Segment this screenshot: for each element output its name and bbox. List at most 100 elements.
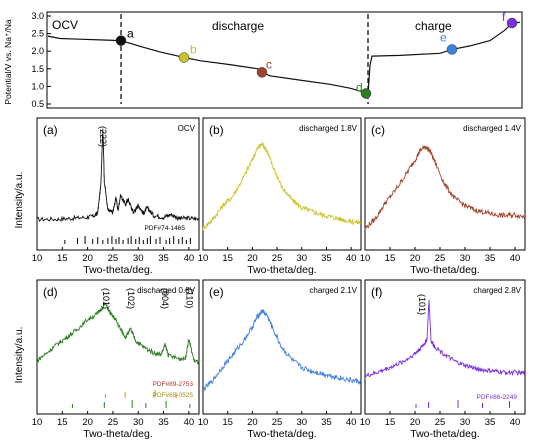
- panel-letter: (b): [209, 123, 224, 137]
- xlabel: Two-theta/deg.: [247, 264, 316, 276]
- ylabel-row2: Intensity/a.u.: [14, 327, 25, 384]
- xrd-panel-4: 10 15 20 25 30 35 40 Two-theta/deg. (e) charged 2…: [198, 279, 362, 440]
- discharge-label: discharge: [212, 19, 264, 33]
- potential-panel: Potential/V vs. Na⁺/Na 3.0 2.5 2.0 1.5 1.0 0.…: [3, 10, 523, 109]
- xtick-label: 40: [184, 417, 195, 428]
- state-marker-d: [360, 88, 372, 99]
- xrd-panel-3: 10 15 20 25 30 35 40 Two-theta/deg. (d) discharge…: [32, 279, 200, 440]
- xtick-label: 30: [133, 417, 144, 428]
- charge-label: charge: [415, 19, 452, 33]
- panel-frame: [364, 117, 526, 251]
- peak-label: (222): [98, 126, 108, 147]
- xtick-label: 15: [57, 417, 68, 428]
- reference-label: PDF#74-1465: [145, 225, 186, 232]
- xtick-label: 10: [360, 253, 371, 264]
- state-marker-e: [446, 44, 458, 55]
- peak-label: (102): [126, 288, 136, 309]
- panel-frame: [202, 279, 362, 415]
- xlabel: Two-theta/deg.: [410, 264, 479, 276]
- peak-label: (110): [184, 288, 194, 308]
- xtick-label: 20: [410, 253, 421, 264]
- panel-letter: (a): [43, 123, 58, 137]
- xrd-panels: 10 15 20 25 30 35 40 Two-theta/deg. (a) OCV 10 15 20…: [32, 117, 526, 440]
- xtick-label: 30: [460, 417, 471, 428]
- ocv-label: OCV: [52, 18, 78, 32]
- potential-yticks: 3.0 2.5 2.0 1.5 1.0 0.5: [31, 11, 51, 109]
- panel-letter: (c): [371, 123, 385, 137]
- state-markers: a b c d e f: [115, 10, 518, 99]
- state-annotation: OCV: [178, 124, 196, 133]
- xtick-label: 30: [296, 417, 307, 428]
- state-annotation: discharged 0.8V: [137, 286, 195, 295]
- xrd-curve: [202, 309, 362, 392]
- potential-frame: [46, 11, 523, 109]
- potential-ylabel: Potential/V vs. Na⁺/Na: [3, 19, 13, 105]
- xtick-label: 30: [296, 253, 307, 264]
- xtick-label: 35: [321, 417, 332, 428]
- xrd-curve: [364, 145, 526, 230]
- potential-ytick-label: 1.5: [31, 64, 44, 74]
- state-annotation: discharged 1.4V: [463, 124, 521, 133]
- potential-curve: [47, 21, 521, 95]
- xtick-label: 35: [485, 253, 496, 264]
- xrd-panel-1: 10 15 20 25 30 35 40 Two-theta/deg. (b) discharge…: [198, 117, 362, 276]
- xtick-label: 25: [108, 253, 119, 264]
- xlabel: Two-theta/deg.: [247, 428, 316, 440]
- xtick-label: 35: [158, 253, 169, 264]
- ylabel-row1: Intensity/a.u.: [14, 172, 25, 229]
- potential-ytick-label: 0.5: [31, 99, 44, 109]
- panel-letter: (d): [43, 285, 58, 299]
- xtick-label: 20: [82, 417, 93, 428]
- state-label-e: e: [440, 30, 447, 44]
- xtick-label: 10: [198, 417, 209, 428]
- state-label-c: c: [266, 57, 272, 71]
- xtick-label: 25: [435, 417, 446, 428]
- peak-label: (101): [417, 294, 427, 315]
- state-annotation: discharged 1.8V: [299, 124, 357, 133]
- panel-frame: [364, 279, 526, 415]
- xrd-curve: [202, 141, 362, 231]
- xtick-label: 15: [222, 253, 233, 264]
- state-marker-a: [115, 35, 127, 46]
- xtick-label: 25: [272, 417, 283, 428]
- xrd-panel-0: 10 15 20 25 30 35 40 Two-theta/deg. (a) OCV: [32, 117, 200, 276]
- xtick-label: 30: [460, 253, 471, 264]
- xtick-label: 40: [346, 417, 357, 428]
- xtick-label: 25: [272, 253, 283, 264]
- peak-label: (004): [160, 288, 170, 309]
- xtick-label: 20: [82, 253, 93, 264]
- xlabel: Two-theta/deg.: [410, 428, 479, 440]
- potential-ytick-label: 3.0: [31, 11, 44, 21]
- xtick-label: 10: [198, 253, 209, 264]
- state-marker-f: [506, 17, 518, 29]
- xtick-label: 25: [435, 253, 446, 264]
- xtick-label: 20: [247, 253, 258, 264]
- potential-ytick-label: 2.5: [31, 29, 44, 39]
- xtick-label: 35: [485, 417, 496, 428]
- xrd-panel-2: 10 15 20 25 30 35 40 Two-theta/deg. (c) discharge…: [360, 117, 526, 276]
- panel-frame: [36, 117, 200, 251]
- panel-letter: (e): [209, 285, 224, 299]
- reference-label: PDF#89-2753: [153, 381, 194, 388]
- reference-label: PDF#86-2249: [477, 394, 518, 401]
- xtick-label: 15: [385, 417, 396, 428]
- panel-frame: [36, 279, 200, 415]
- state-label-a: a: [127, 27, 134, 41]
- xtick-label: 40: [346, 253, 357, 264]
- xtick-label: 10: [32, 417, 43, 428]
- panel-frame: [202, 117, 362, 251]
- state-label-f: f: [502, 10, 506, 24]
- xrd-curve: [36, 302, 200, 365]
- xtick-label: 30: [133, 253, 144, 264]
- xtick-label: 25: [108, 417, 119, 428]
- state-marker-c: [256, 67, 268, 78]
- xtick-label: 15: [57, 253, 68, 264]
- reference-label: PDF#65-0525: [153, 392, 194, 399]
- xtick-label: 40: [510, 417, 521, 428]
- state-label-b: b: [190, 43, 197, 57]
- xtick-label: 10: [32, 253, 43, 264]
- xtick-label: 40: [510, 253, 521, 264]
- xrd-panel-5: 10 15 20 25 30 35 40 Two-theta/deg. (f) charged 2…: [360, 279, 526, 440]
- state-annotation: charged 2.1V: [309, 286, 357, 295]
